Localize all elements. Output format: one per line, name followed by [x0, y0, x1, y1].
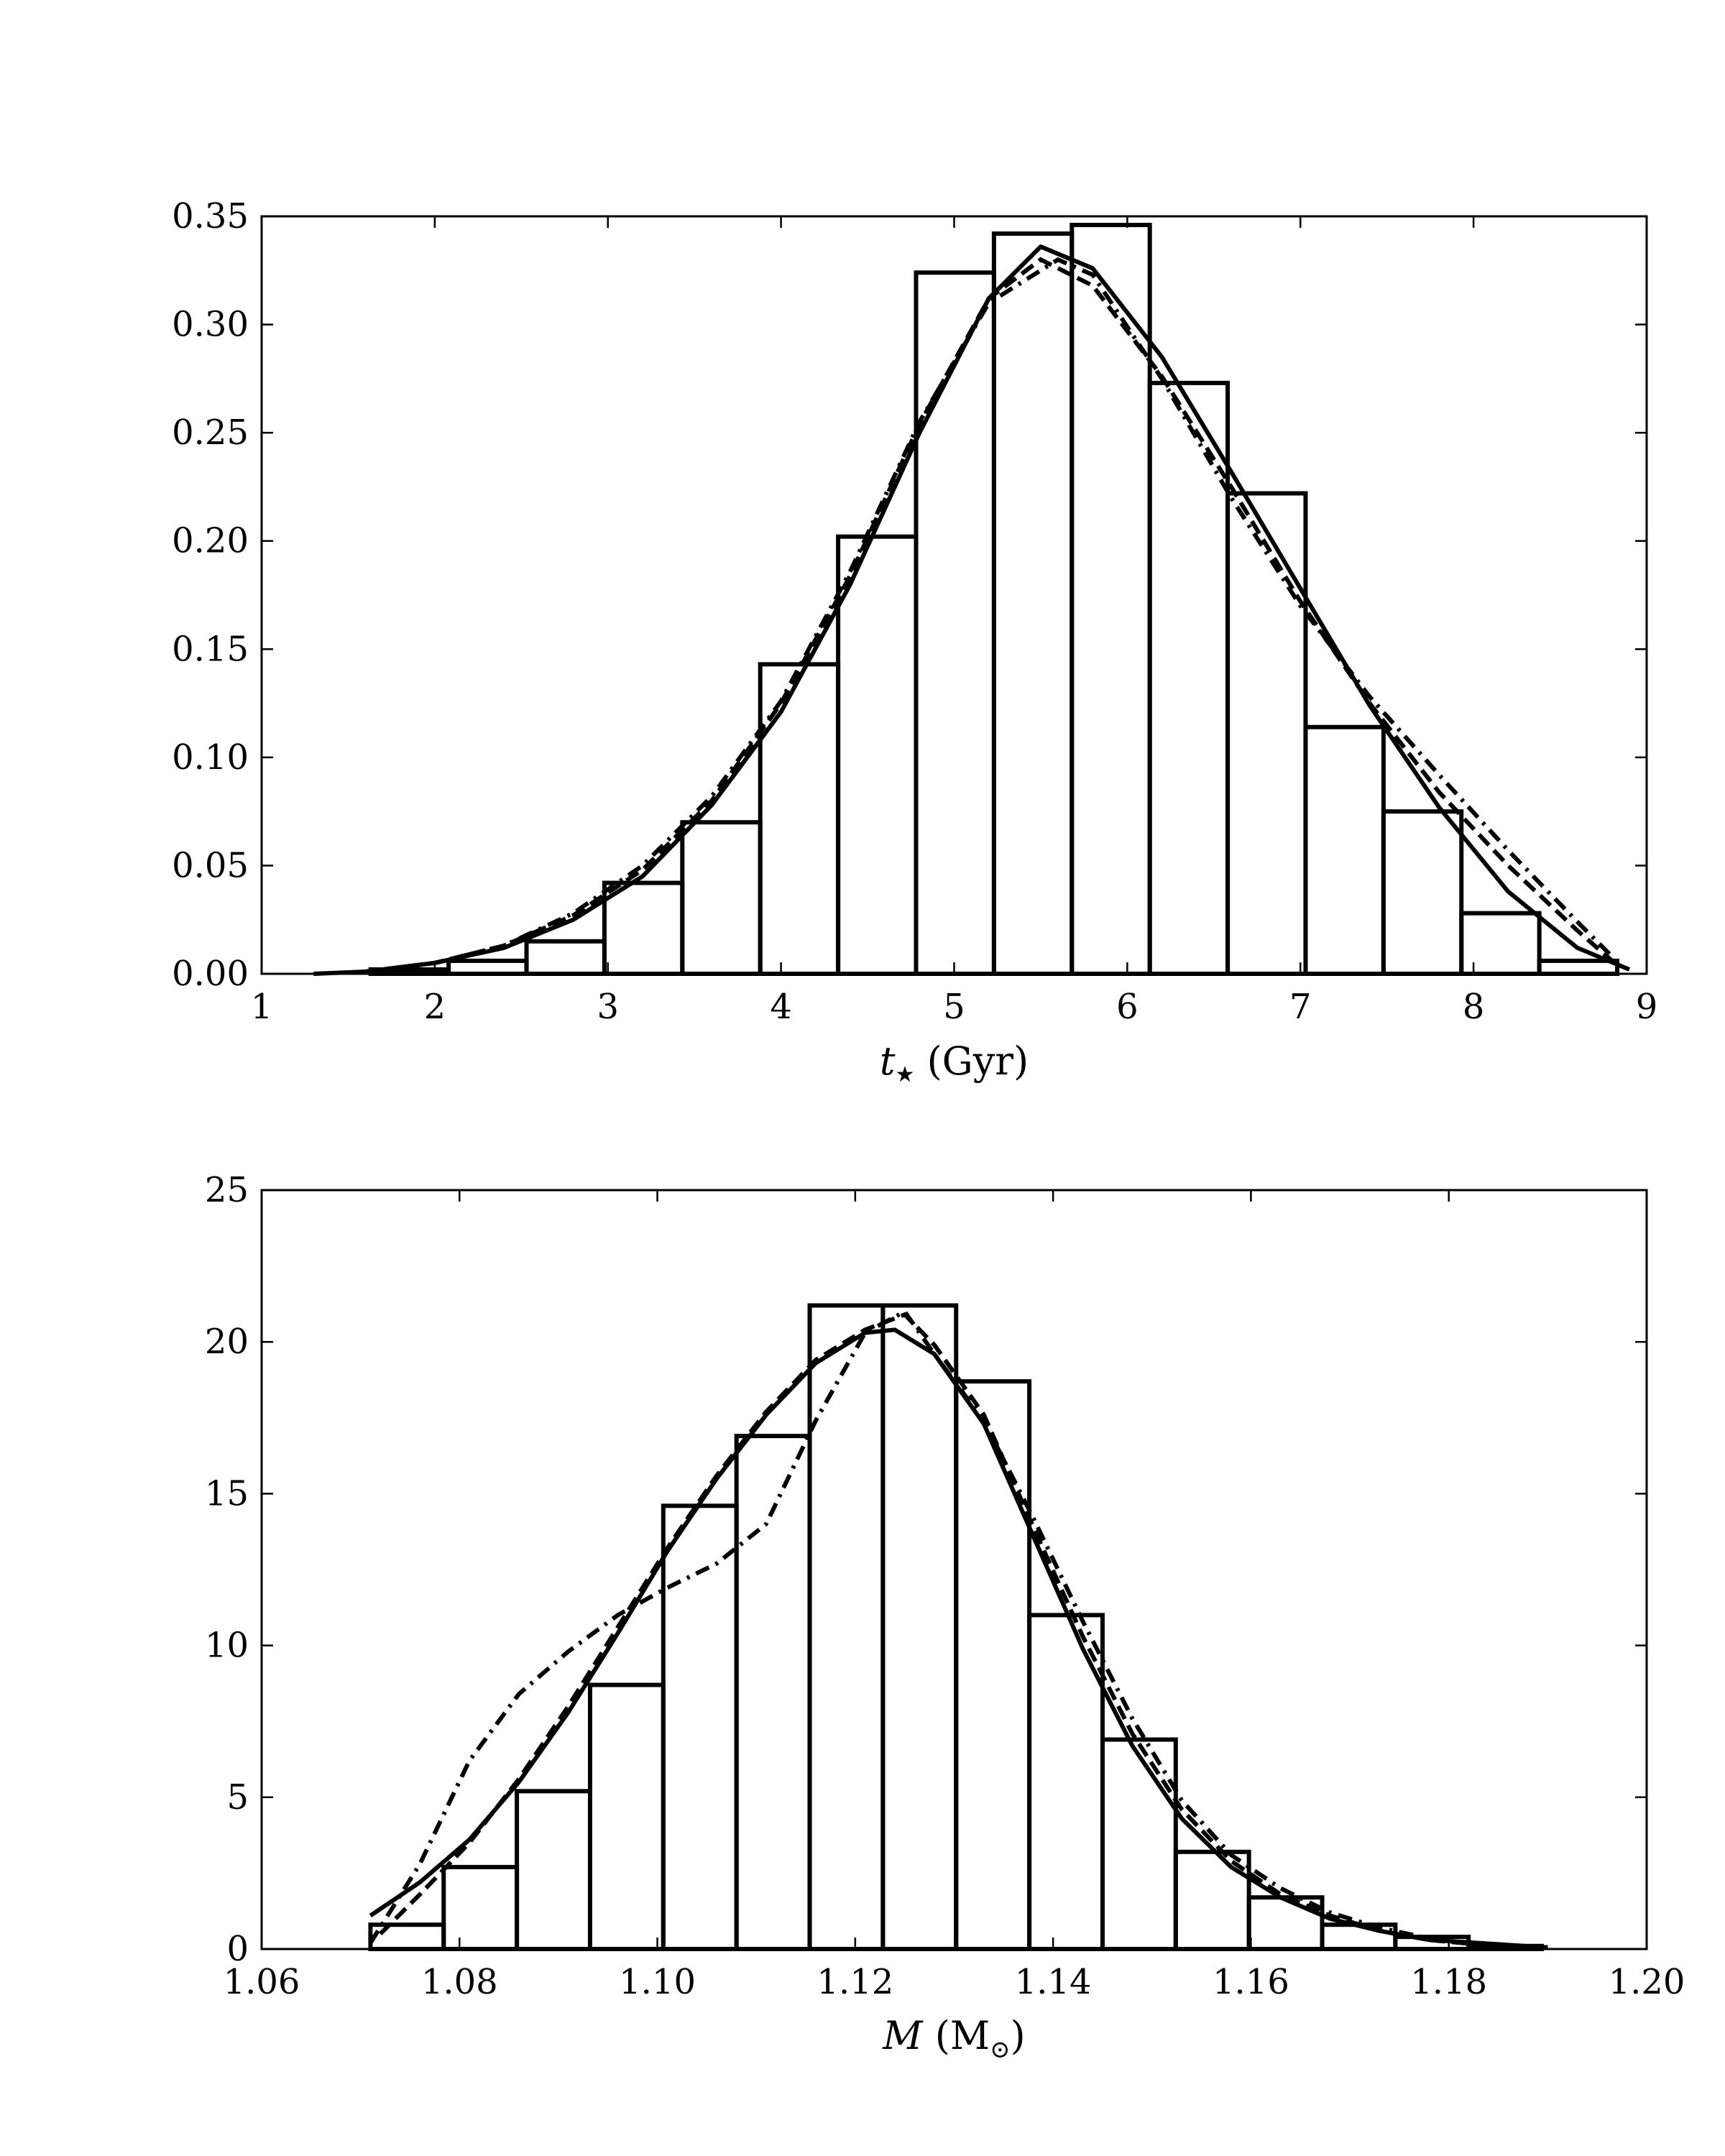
top-histogram-bar [1537, 958, 1620, 976]
bottom-x-tick-label: 1.20 [1609, 1962, 1685, 2002]
top-x-tick-label: 5 [943, 987, 965, 1027]
top-histogram-bar [991, 231, 1075, 976]
top-histogram-bar [524, 939, 607, 977]
bottom-histogram-bar [1320, 1922, 1398, 1952]
bottom-histogram-bar [954, 1379, 1032, 1952]
bottom-y-tick-label: 0 [226, 1929, 249, 1969]
top-histogram-bar [1070, 223, 1152, 977]
top-histogram-bar [1303, 724, 1386, 976]
bottom-y-tick-label: 10 [205, 1626, 249, 1666]
bottom-axes-frame [260, 1189, 1648, 1950]
bottom-y-tick-label: 15 [205, 1473, 249, 1514]
bottom-histogram-bar [515, 1789, 592, 1952]
bottom-histogram-bar [587, 1682, 666, 1951]
bottom-x-tick-label: 1.14 [1015, 1962, 1092, 2002]
top-histogram-bar [836, 534, 919, 976]
top-y-tick-label: 0.30 [172, 305, 249, 345]
top-dashdot-curve [365, 257, 1614, 974]
bottom-x-axis-label: M (M⊙) [882, 2013, 1025, 2064]
bottom-histogram-bar [441, 1864, 520, 1951]
bottom-x-tick-label: 1.18 [1410, 1962, 1487, 2002]
bottom-panel-mass-histogram: 1.06 1.08 1.10 1.12 1.14 1.16 1.18 1.20 0 5 10 15 20… [205, 1170, 1685, 2064]
top-histogram-bar [1381, 809, 1464, 976]
top-x-axis-label: t★ (Gyr) [880, 1038, 1029, 1087]
top-y-tick-label: 0.10 [172, 737, 249, 778]
top-x-tick-label: 4 [770, 987, 792, 1027]
top-histogram-bar [446, 958, 529, 976]
top-y-tick-label: 0.20 [172, 521, 249, 561]
bottom-y-tick-label: 20 [205, 1322, 249, 1362]
top-axes-frame [260, 215, 1648, 975]
bottom-dashed-curve [379, 1312, 1548, 1950]
top-histogram-bar [1225, 491, 1308, 976]
top-histogram-bar [914, 270, 996, 977]
top-y-tick-label: 0.15 [172, 629, 249, 669]
top-panel-age-histogram: 1 2 3 4 5 6 7 8 9 0.00 0.05 0.10 0.15 0.20 0.25 0.30 0.3… [172, 196, 1657, 1087]
top-x-tick-label: 6 [1116, 987, 1138, 1027]
top-histogram-bar [758, 662, 841, 976]
bottom-x-tick-label: 1.08 [421, 1962, 498, 2002]
bottom-x-tick-label: 1.12 [816, 1962, 893, 2002]
bottom-y-tick-label: 5 [226, 1777, 249, 1818]
bottom-y-tick-label: 25 [205, 1170, 249, 1210]
bottom-x-tick-label: 1.06 [224, 1962, 300, 2002]
top-histogram-bar [602, 880, 685, 977]
top-dashed-curve [365, 257, 1614, 974]
bottom-solid-curve [369, 1327, 1548, 1950]
top-x-tick-label: 8 [1463, 987, 1485, 1027]
top-y-tick-label: 0.35 [172, 196, 249, 236]
bottom-x-tick-label: 1.10 [619, 1962, 696, 2002]
top-y-tick-label: 0.00 [172, 954, 249, 994]
top-x-tick-label: 2 [424, 987, 446, 1027]
top-x-tick-label: 3 [597, 987, 619, 1027]
top-histogram-bar [680, 820, 763, 976]
top-x-tick-label: 7 [1289, 987, 1312, 1027]
top-y-tick-label: 0.25 [172, 413, 249, 453]
bottom-histogram-bar [368, 1922, 446, 1952]
top-solid-curve [313, 244, 1631, 976]
top-x-tick-label: 9 [1636, 987, 1658, 1027]
top-x-tick-label: 1 [251, 987, 273, 1027]
bottom-histogram-bar [807, 1303, 886, 1951]
bottom-histogram-bar [880, 1303, 959, 1951]
bottom-x-tick-label: 1.16 [1213, 1962, 1289, 2002]
top-y-tick-label: 0.05 [172, 845, 249, 885]
bottom-dashdot-curve [368, 1309, 1548, 1950]
